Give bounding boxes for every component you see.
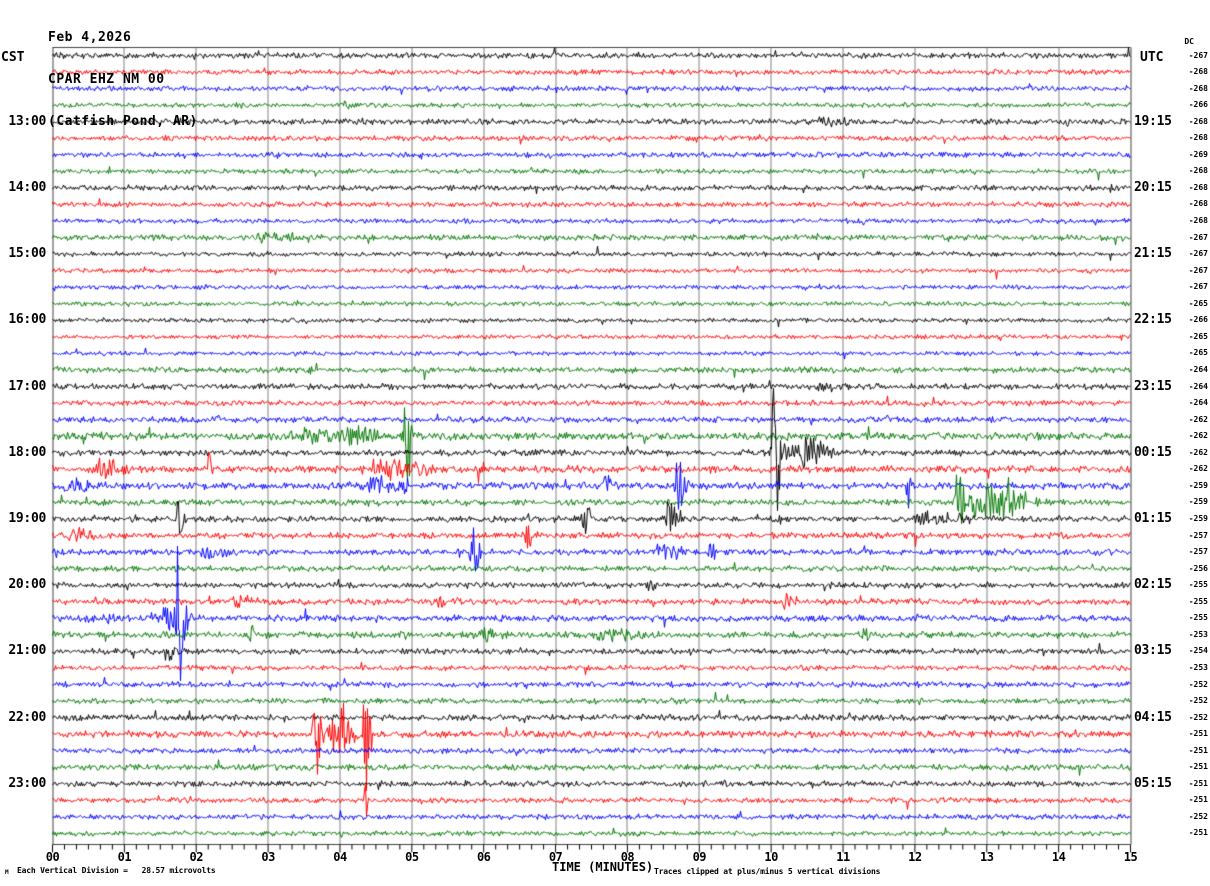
x-axis-title: TIME (MINUTES) (552, 860, 654, 874)
dc-offset-value: -266 (1188, 315, 1208, 325)
dc-offset-value: -268 (1188, 83, 1208, 93)
dc-offset-value: -262 (1188, 431, 1208, 441)
dc-offset-value: -259 (1188, 513, 1208, 523)
x-axis-tick-label: 08 (620, 850, 635, 864)
dc-offset-value: -259 (1188, 480, 1208, 490)
utc-hour-label: 23:15 (1134, 378, 1172, 394)
dc-offset-value: -268 (1188, 67, 1208, 77)
dc-offset-value: -262 (1188, 414, 1208, 424)
x-axis-tick-label: 04 (333, 850, 347, 864)
cst-hour-label: 21:00 (8, 643, 46, 659)
utc-hour-label: 19:15 (1134, 113, 1172, 129)
dc-offset-value: -251 (1188, 778, 1208, 788)
utc-hour-label: 01:15 (1134, 510, 1172, 526)
x-axis-tick-label: 11 (836, 850, 850, 864)
cst-hour-label: 14:00 (8, 179, 46, 195)
dc-offset-value: -251 (1188, 745, 1208, 755)
dc-offset-value: -268 (1188, 133, 1208, 143)
dc-offset-value: -268 (1188, 166, 1208, 176)
dc-offset-value: -253 (1188, 662, 1208, 672)
dc-offset-value: -264 (1188, 398, 1208, 408)
dc-offset-value: -257 (1188, 547, 1208, 557)
header-date: Feb 4,2026 (48, 30, 132, 45)
dc-offset-value: -251 (1188, 762, 1208, 772)
dc-offset-value: -267 (1188, 265, 1208, 275)
dc-offset-value: -255 (1188, 580, 1208, 590)
cst-hour-label: 18:00 (8, 444, 46, 460)
dc-offset-value: -265 (1188, 348, 1208, 358)
dc-offset-value: -262 (1188, 464, 1208, 474)
dc-offset-value: -264 (1188, 381, 1208, 391)
x-axis-tick-label: 00 (45, 850, 60, 864)
dc-offset-value: -257 (1188, 530, 1208, 540)
dc-offset-value: -251 (1188, 729, 1208, 739)
cst-hour-label: 13:00 (8, 113, 46, 129)
utc-hour-label: 22:15 (1134, 312, 1172, 328)
dc-offset-value: -253 (1188, 629, 1208, 639)
dc-offset-value: -255 (1188, 613, 1208, 623)
dc-offset-value: -254 (1188, 646, 1208, 656)
dc-offset-value: -251 (1188, 828, 1208, 838)
x-axis-tick-label: 14 (1051, 850, 1066, 864)
dc-offset-value: -267 (1188, 232, 1208, 242)
x-axis-tick-label: 07 (548, 850, 563, 864)
x-axis-tick-label: 02 (189, 850, 203, 864)
x-axis-tick-label: 05 (405, 850, 419, 864)
dc-offset-value: -266 (1188, 100, 1208, 110)
cst-hour-label: 16:00 (8, 312, 46, 328)
x-axis-tick-label: 15 (1123, 850, 1138, 864)
dc-offset-value: -264 (1188, 365, 1208, 374)
scale-note: Each Vertical Division = 28.57 microvolt… (17, 866, 216, 875)
dc-offset-value: -252 (1188, 712, 1208, 722)
dc-offset-value: -267 (1188, 282, 1208, 292)
header-station-code: CPAR EHZ NM 00 (48, 72, 165, 87)
header-station-location: (Catfish Pond, AR) (48, 114, 198, 129)
cst-hour-label: 23:00 (8, 775, 46, 791)
utc-hour-label: 02:15 (1134, 577, 1172, 593)
utc-hour-label: 03:15 (1134, 643, 1172, 659)
watermark-mark: M (5, 869, 9, 876)
dc-offset-value: -256 (1188, 563, 1208, 573)
x-axis-tick-label: 10 (764, 850, 778, 864)
dc-offset-value: -268 (1188, 216, 1208, 226)
dc-offset-value: -268 (1188, 116, 1208, 126)
utc-hour-label: 00:15 (1134, 444, 1172, 460)
dc-offset-value: -265 (1188, 298, 1208, 308)
dc-offset-value: -265 (1188, 331, 1208, 341)
dc-offset-value: -251 (1188, 795, 1208, 805)
utc-hour-label: 05:15 (1134, 775, 1172, 791)
cst-hour-label: 15:00 (8, 246, 46, 262)
dc-offset-value: -252 (1188, 679, 1208, 689)
right-timezone-header: UTC (1140, 50, 1164, 65)
left-timezone-header: CST (1, 50, 25, 65)
dc-offset-value: -259 (1188, 497, 1208, 507)
x-axis-tick-label: 06 (476, 850, 491, 864)
dc-offset-value: -252 (1188, 696, 1208, 706)
dc-offset-value: -268 (1188, 182, 1208, 192)
dc-offset-value: -267 (1188, 249, 1208, 259)
plot-header: Feb 4,2026 CPAR EHZ NM 00 (Catfish Pond,… (48, 3, 198, 143)
x-axis-tick-label: 12 (908, 850, 922, 864)
dc-offset-header: DC (1184, 37, 1194, 46)
x-axis-tick-label: 03 (261, 850, 275, 864)
dc-offset-value: -267 (1188, 50, 1208, 60)
x-axis-tick-label: 09 (692, 850, 707, 864)
utc-hour-label: 20:15 (1134, 179, 1172, 195)
dc-offset-value: -268 (1188, 199, 1208, 209)
cst-hour-label: 22:00 (8, 709, 46, 725)
dc-offset-value: -262 (1188, 447, 1208, 457)
cst-hour-label: 17:00 (8, 378, 46, 394)
x-axis-tick-label: 13 (980, 850, 994, 864)
utc-hour-label: 21:15 (1134, 246, 1172, 262)
dc-offset-value: -255 (1188, 596, 1208, 606)
dc-offset-value: -252 (1188, 811, 1208, 821)
clip-note: Traces clipped at plus/minus 5 vertical … (654, 867, 881, 876)
utc-hour-label: 04:15 (1134, 709, 1172, 725)
x-axis-tick-label: 01 (117, 850, 132, 864)
cst-hour-label: 20:00 (8, 577, 46, 593)
dc-offset-value: -269 (1188, 149, 1208, 159)
cst-hour-label: 19:00 (8, 510, 46, 526)
